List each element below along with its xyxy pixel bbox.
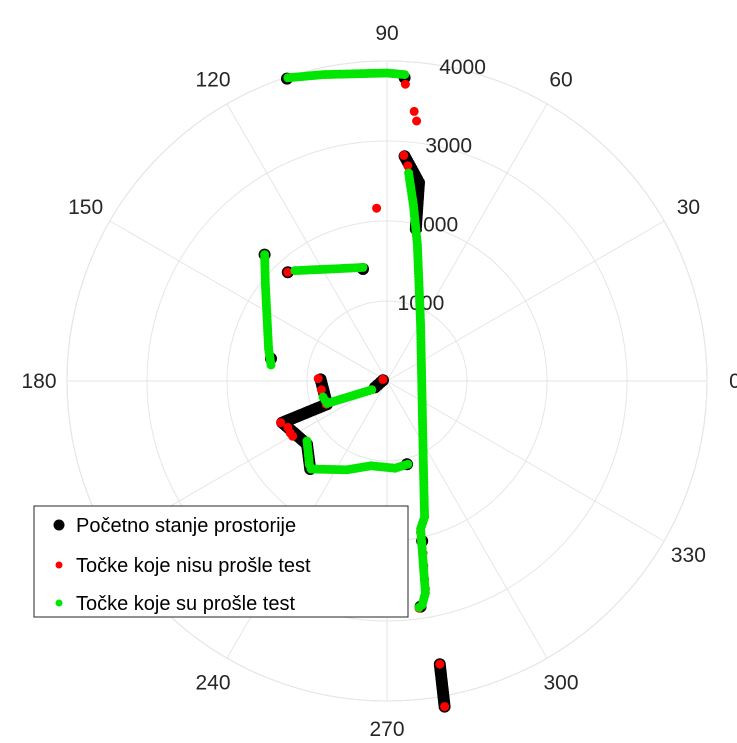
failed-point [412,117,421,126]
r-tick-label: 4000 [439,56,486,79]
failed-point [435,660,444,669]
failed-point [440,702,449,711]
passed-point [400,70,409,79]
failed-point [314,374,323,383]
legend-marker-passed [56,600,63,607]
failed-point [372,204,381,213]
legend-marker-initial [54,520,65,531]
grid-spoke [227,104,387,381]
passed-point [403,460,412,469]
grid-spoke [387,381,547,658]
theta-tick-label: 60 [549,69,572,92]
r-tick-label: 3000 [425,135,472,158]
legend-label-initial: Početno stanje prostorije [76,515,296,537]
passed-point [415,603,424,612]
passed-point [367,385,376,394]
theta-tick-label: 150 [68,196,103,219]
passed-point [359,263,368,272]
passed-point [267,361,276,370]
grid-spoke [110,221,387,381]
failed-point [401,80,410,89]
legend-label-failed: Točke koje nisu prošle test [76,555,311,577]
legend-label-passed: Točke koje su prošle test [76,593,295,615]
theta-tick-label: 270 [369,718,404,741]
legend: Početno stanje prostorije Točke koje nis… [34,506,408,617]
theta-tick-label: 330 [671,544,706,567]
failed-point [410,107,419,116]
failed-point [399,151,408,160]
failed-point [286,429,295,438]
theta-tick-label: 30 [677,196,700,219]
failed-point [379,375,388,384]
legend-marker-failed [56,562,63,569]
theta-tick-label: 0 [729,370,737,393]
theta-tick-label: 240 [195,671,230,694]
theta-tick-label: 120 [195,69,230,92]
theta-tick-label: 90 [375,22,398,45]
theta-tick-label: 300 [543,671,578,694]
theta-tick-label: 180 [21,370,56,393]
